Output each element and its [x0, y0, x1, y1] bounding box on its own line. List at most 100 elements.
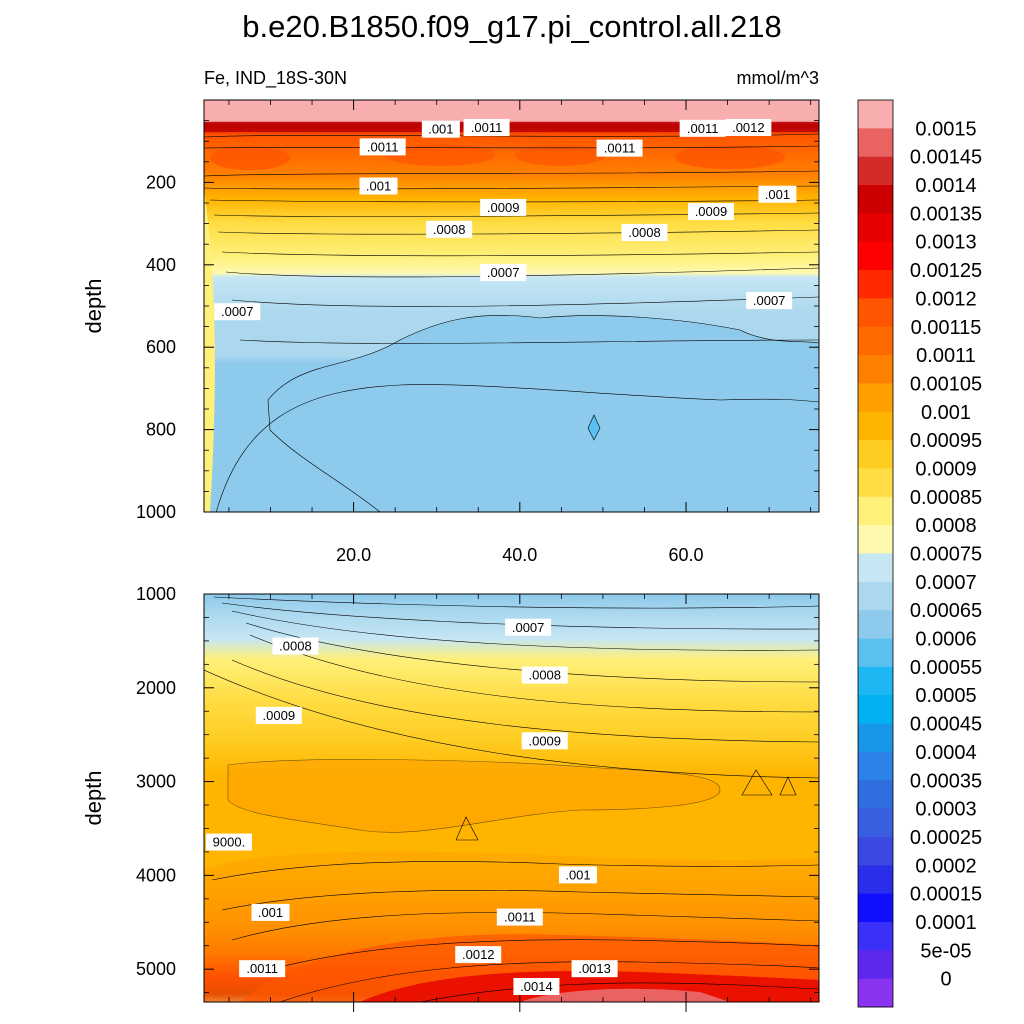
y-tick-label: 1000 [136, 584, 176, 604]
colorbar-swatch [858, 496, 893, 526]
colorbar-swatch [858, 836, 893, 866]
lower-contour-labels: .0007 .0008 .0008 .0009 .0009 9000. .001 .001 .0… [205, 618, 618, 995]
contour-label-text: .0013 [578, 961, 611, 976]
contour-label-box [359, 138, 406, 156]
contour-label: .0011 [239, 960, 286, 978]
contour-label-text: .0011 [604, 141, 636, 156]
contour-label-text: .0007 [487, 265, 520, 280]
contour-label-box [513, 977, 560, 995]
colorbar-swatch [858, 128, 893, 158]
contour-label-text: .0007 [221, 304, 254, 319]
colorbar-swatch [858, 355, 893, 384]
colorbar-swatch [858, 298, 893, 328]
colorbar-swatch [858, 468, 893, 498]
y-tick-label: 4000 [136, 865, 176, 885]
colorbar-label: 0.00075 [910, 544, 982, 566]
upper-y-axis-label: depth [81, 278, 106, 333]
units-label: mmol/m^3 [737, 68, 819, 88]
contour-label-box [255, 706, 302, 724]
contour-label-box [239, 960, 286, 978]
contour-label-text: .0009 [487, 200, 520, 215]
lower-contour-lines [204, 596, 819, 1002]
colorbar-swatch [858, 383, 893, 413]
contour-label: 9000. [205, 833, 252, 851]
upper-surface-band [204, 122, 819, 132]
colorbar-swatch [858, 978, 893, 1008]
contour-label: .0008 [621, 224, 668, 242]
chart-title: b.e20.B1850.f09_g17.pi_control.all.218 [242, 9, 782, 44]
contour-label: .0009 [521, 732, 568, 750]
colorbar-swatch [858, 185, 893, 214]
colorbar-label: 0.0014 [915, 175, 976, 197]
colorbar-label: 0.00035 [910, 770, 982, 792]
contour-label-text: .0008 [628, 225, 661, 240]
colorbar-swatch [858, 326, 893, 356]
y-tick-label: 1000 [136, 502, 176, 522]
lower-ticks: 1000 2000 3000 4000 5000 [136, 584, 819, 1012]
colorbar-label: 0.00125 [910, 260, 982, 282]
contour-label: .0011 [596, 139, 643, 157]
contour-label-text: .001 [765, 187, 790, 202]
upper-ticks: 200 400 600 800 1000 [136, 100, 819, 522]
colorbar-label: 0.0009 [915, 458, 976, 480]
contour-label: .001 [251, 903, 290, 921]
contour-label: .0007 [746, 292, 793, 310]
colorbar-label: 0.00055 [910, 657, 982, 679]
colorbar-label: 0.0003 [915, 799, 976, 821]
contour-label-text: 9000. [213, 835, 246, 850]
contour-label-box [205, 833, 252, 851]
contour-label-box [455, 946, 502, 964]
contour-label-text: .0009 [528, 733, 561, 748]
colorbar-swatch [858, 950, 893, 980]
colorbar-swatch [858, 723, 893, 753]
colorbar-swatch [858, 100, 893, 129]
contour-label: .0011 [359, 138, 406, 156]
y-tick-label: 2000 [136, 678, 176, 698]
x-tick-label: 40.0 [502, 545, 537, 565]
contour-label: .001 [421, 120, 460, 138]
colorbar-frame [857, 99, 894, 1008]
colorbar-label: 0.0006 [915, 629, 976, 651]
y-tick-label: 400 [146, 255, 176, 275]
colorbar-label: 0 [940, 969, 951, 991]
colorbar-swatch [858, 638, 893, 668]
contour-label-text: .001 [366, 179, 391, 194]
contour-label-text: .001 [565, 867, 590, 882]
contour-label-text: .0009 [695, 204, 728, 219]
contour-label-box [426, 220, 473, 238]
contour-label-box [558, 866, 597, 884]
colorbar-swatch [858, 921, 893, 951]
y-tick-label: 3000 [136, 772, 176, 792]
colorbar-swatch [858, 610, 893, 639]
colorbar-label: 0.0004 [915, 742, 976, 764]
colorbar-label: 0.00135 [910, 203, 982, 225]
colorbar-label: 0.00065 [910, 600, 982, 622]
y-tick-label: 800 [146, 420, 176, 440]
colorbar-swatch [858, 581, 893, 611]
contour-label-text: .001 [258, 905, 283, 920]
colorbar-label: 0.0011 [916, 345, 976, 367]
contour-label-box [687, 203, 734, 221]
contour-label-box [621, 224, 668, 242]
contour-label-text: .0011 [504, 910, 536, 925]
colorbar-label: 0.0015 [915, 118, 976, 140]
colorbar-swatch [858, 213, 893, 243]
contour-label: .0012 [455, 946, 502, 964]
contour-label-text: .0007 [753, 293, 786, 308]
colorbar-swatch [858, 808, 893, 838]
colorbar-swatch [858, 525, 893, 554]
colorbar-label: 0.0002 [915, 855, 976, 877]
contour-label-box [496, 908, 543, 926]
contour-label: .0008 [272, 637, 319, 655]
colorbar-label: 0.00105 [910, 373, 982, 395]
contour-label-text: .001 [428, 122, 453, 137]
colorbar-swatch [858, 241, 893, 271]
contour-label-text: .0011 [246, 961, 278, 976]
contour-label: .0009 [255, 706, 302, 724]
contour-label-box [679, 119, 726, 137]
contour-label-box [571, 960, 618, 978]
colorbar-swatch [858, 865, 893, 895]
contour-label-text: .0011 [367, 139, 399, 154]
